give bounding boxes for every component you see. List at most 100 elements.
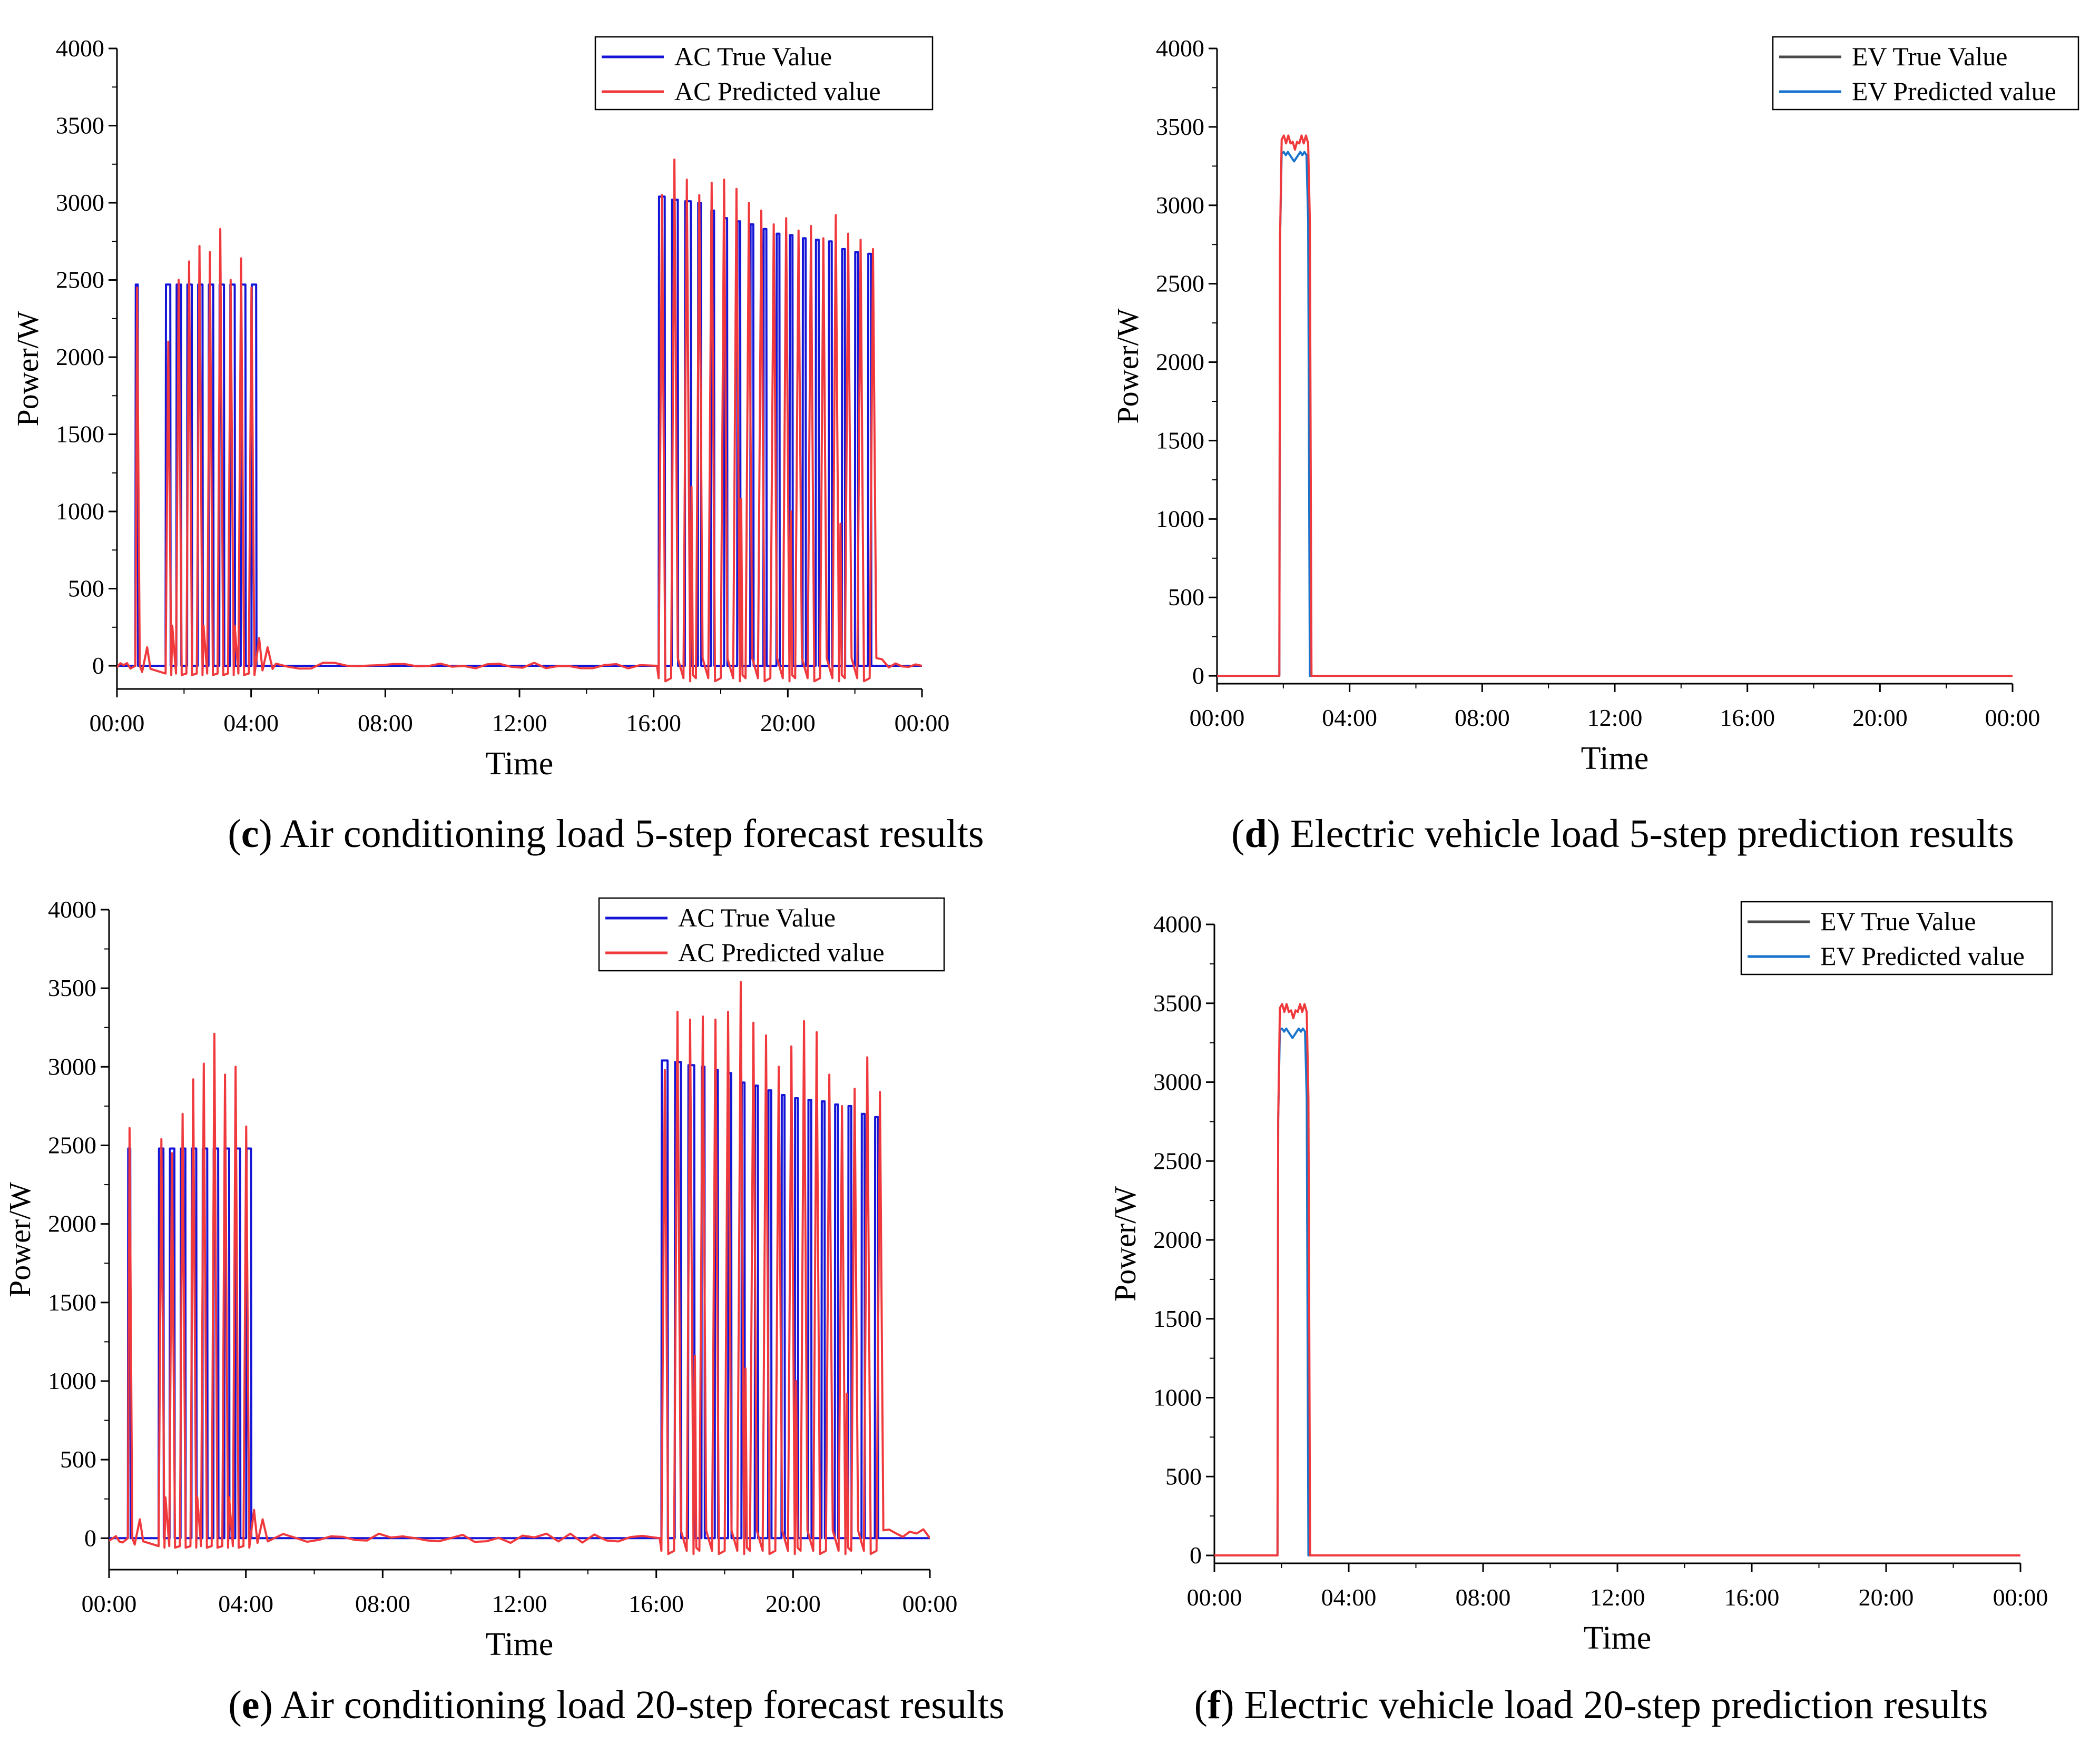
x-tick-label: 00:00 (1993, 1584, 2048, 1611)
y-tick-label: 3500 (48, 974, 96, 1001)
legend-box (1740, 901, 2053, 975)
x-tick-label: 16:00 (1720, 704, 1775, 731)
caption-letter: e (242, 1683, 260, 1727)
plot-area (1214, 1003, 2020, 1556)
y-tick-label: 1000 (1156, 505, 1204, 532)
y-tick-label: 3000 (56, 189, 104, 216)
y-tick-label: 1500 (56, 421, 104, 448)
x-tick-label: 16:00 (629, 1590, 684, 1617)
x-tick-label: 16:00 (626, 709, 681, 736)
series-line-1 (109, 981, 930, 1555)
plot-area (109, 981, 930, 1555)
y-tick-label: 3500 (1153, 990, 1202, 1017)
caption-letter: d (1244, 812, 1267, 856)
caption-letter: c (241, 812, 259, 856)
series-line-1 (117, 159, 922, 683)
x-tick-label: 00:00 (82, 1590, 137, 1617)
y-tick-label: 4000 (1153, 911, 1202, 938)
caption: (d) Electric vehicle load 5-step predict… (1231, 812, 2014, 856)
y-tick-label: 1500 (48, 1289, 96, 1316)
x-tick-label: 00:00 (1187, 1584, 1242, 1611)
legend: EV True Value EV Predicted value (1772, 36, 2079, 111)
chart-f: 0 500 1000 1500 2000 2500 3000 3500 4000 00:00 04:… (1108, 901, 2053, 1727)
series-line-1 (1217, 134, 2013, 677)
x-tick-label: 20:00 (760, 709, 816, 736)
y-tick-label: 1000 (48, 1367, 96, 1394)
legend: AC True Value AC Predicted value (594, 36, 934, 111)
caption-letter: f (1208, 1683, 1222, 1727)
y-tick-label: 3500 (56, 112, 104, 139)
y-tick-label: 1000 (1153, 1384, 1202, 1411)
legend-label-0: EV True Value (1820, 906, 1976, 936)
legend-label-1: EV Predicted value (1820, 941, 2025, 971)
y-tick-label: 4000 (1156, 35, 1204, 62)
y-tick-label: 2500 (48, 1132, 96, 1159)
x-tick-label: 12:00 (1587, 704, 1643, 731)
x-tick-label: 08:00 (355, 1590, 410, 1617)
legend-box (598, 897, 945, 972)
caption-text: Air conditioning load 20-step forecast r… (281, 1683, 1005, 1727)
legend-label-0: EV True Value (1852, 42, 2007, 71)
y-tick-label: 0 (84, 1524, 96, 1551)
x-tick-label: 00:00 (895, 709, 950, 736)
x-axis-label: Time (1581, 741, 1649, 776)
x-tick-label: 00:00 (1985, 704, 2040, 731)
x-tick-label: 00:00 (902, 1590, 958, 1617)
y-axis-label: Power/W (11, 311, 45, 426)
x-tick-label: 08:00 (358, 709, 413, 736)
x-tick-label: 08:00 (1455, 704, 1510, 731)
x-tick-label: 12:00 (492, 1590, 547, 1617)
y-tick-label: 2000 (1156, 349, 1204, 376)
x-tick-label: 16:00 (1724, 1584, 1780, 1611)
chart-c: 0 500 1000 1500 2000 2500 3000 3500 4000 00:00 04:… (11, 35, 984, 856)
y-tick-label: 500 (1168, 584, 1204, 610)
caption: (c) Air conditioning load 5-step forecas… (228, 812, 984, 856)
caption: (f) Electric vehicle load 20-step predic… (1194, 1683, 1988, 1727)
x-axis-label: Time (486, 1627, 554, 1662)
y-tick-label: 500 (68, 575, 104, 602)
y-tick-label: 2500 (1156, 270, 1204, 297)
x-tick-label: 08:00 (1456, 1584, 1511, 1611)
x-axis-label: Time (1584, 1620, 1652, 1656)
chart-e: 0 500 1000 1500 2000 2500 3000 3500 4000 00:00 04:… (3, 896, 1005, 1727)
legend: EV True Value EV Predicted value (1740, 901, 2053, 975)
x-tick-label: 20:00 (766, 1590, 821, 1617)
y-tick-label: 0 (1190, 1542, 1202, 1569)
y-tick-label: 2500 (56, 267, 104, 293)
y-tick-label: 3000 (1153, 1069, 1202, 1096)
y-tick-label: 2500 (1153, 1147, 1202, 1174)
legend-label-0: AC True Value (678, 903, 836, 932)
x-tick-label: 04:00 (218, 1590, 273, 1617)
caption-text: Air conditioning load 5-step forecast re… (280, 812, 984, 856)
y-tick-label: 3000 (48, 1053, 96, 1080)
y-tick-label: 1000 (56, 498, 104, 525)
x-tick-label: 12:00 (1590, 1584, 1645, 1611)
legend-label-1: EV Predicted value (1852, 76, 2056, 106)
y-tick-label: 2000 (1153, 1226, 1202, 1253)
x-tick-label: 00:00 (1190, 704, 1245, 731)
y-axis-label: Power/W (1111, 308, 1145, 423)
legend-box (594, 36, 934, 111)
y-tick-label: 3000 (1156, 192, 1204, 219)
caption: (e) Air conditioning load 20-step foreca… (228, 1683, 1004, 1727)
y-tick-label: 2000 (48, 1210, 96, 1237)
x-tick-label: 20:00 (1859, 1584, 1914, 1611)
x-tick-label: 04:00 (1322, 704, 1377, 731)
y-tick-label: 500 (60, 1446, 96, 1473)
x-tick-label: 00:00 (90, 709, 145, 736)
y-tick-label: 1500 (1153, 1305, 1202, 1332)
plot-area (117, 159, 922, 683)
legend-label-1: AC Predicted value (678, 938, 885, 967)
y-tick-label: 4000 (48, 896, 96, 923)
x-tick-label: 20:00 (1852, 704, 1908, 731)
legend-box (1772, 36, 2079, 111)
caption-text: Electric vehicle load 20-step prediction… (1244, 1683, 1988, 1727)
caption-text: Electric vehicle load 5-step prediction … (1290, 812, 2014, 856)
legend-label-0: AC True Value (674, 42, 832, 71)
y-tick-label: 3500 (1156, 113, 1204, 140)
legend-label-1: AC Predicted value (674, 76, 881, 106)
x-axis-label: Time (486, 746, 554, 782)
x-tick-label: 04:00 (223, 709, 279, 736)
chart-d: 0 500 1000 1500 2000 2500 3000 3500 4000 00:00 04:… (1111, 35, 2079, 856)
